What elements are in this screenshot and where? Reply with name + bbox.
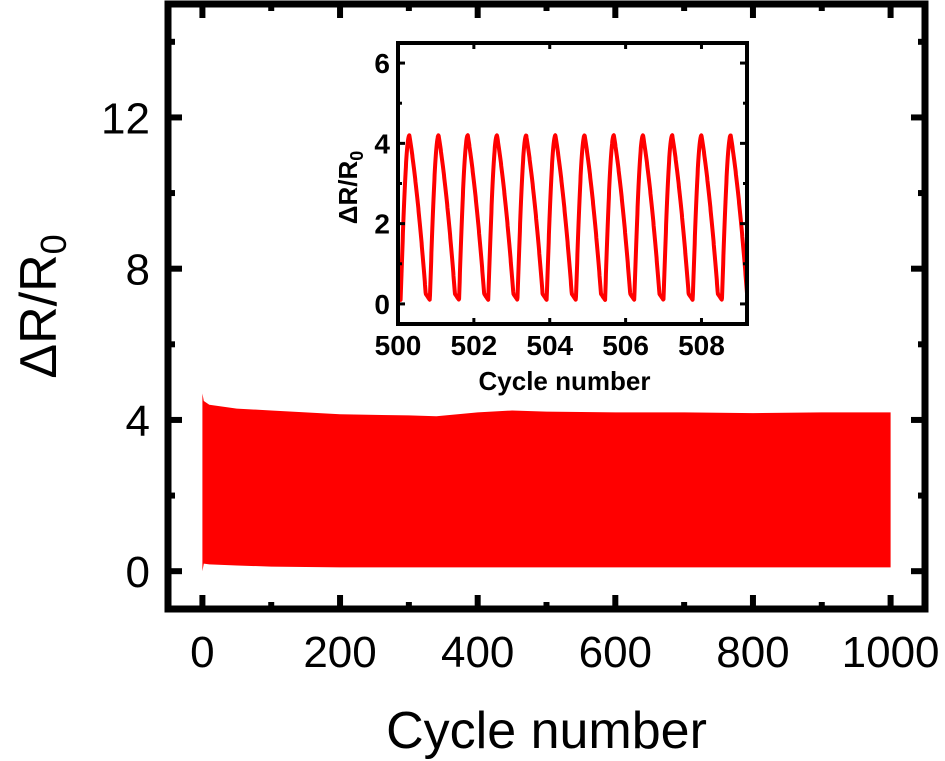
inset-x-tick-label: 506	[602, 330, 649, 361]
inset-x-tick-labels: 500 502 504 506 508	[375, 330, 725, 361]
inset-x-tick-label: 504	[526, 330, 573, 361]
inset-x-tick-label: 500	[375, 330, 422, 361]
main-x-axis-label: Cycle number	[386, 702, 707, 760]
inset-y-axis-label-main: ΔR/R	[333, 161, 363, 225]
main-x-tick-label: 800	[716, 628, 789, 677]
main-y-tick-labels: 0 4 8 12	[101, 94, 150, 597]
main-x-tick-label: 200	[303, 628, 376, 677]
inset-data-line	[396, 133, 749, 302]
inset-axis-ticks	[396, 43, 747, 324]
main-x-tick-label: 0	[190, 628, 214, 677]
inset-y-tick-labels: 0 2 4 6	[374, 48, 390, 320]
inset-y-tick-label: 2	[374, 209, 390, 240]
inset-y-axis-label: ΔR/R0	[333, 151, 367, 224]
inset-x-axis-label: Cycle number	[479, 366, 651, 396]
inset-y-tick-label: 0	[374, 289, 390, 320]
main-x-tick-labels: 0 200 400 600 800 1000	[190, 628, 939, 677]
main-x-tick-label: 600	[579, 628, 652, 677]
main-y-tick-label: 0	[126, 548, 150, 597]
main-y-axis-label: ΔR/R0	[10, 234, 74, 378]
inset-x-tick-label: 502	[451, 330, 498, 361]
main-y-tick-label: 12	[101, 94, 150, 143]
main-x-tick-label: 400	[441, 628, 514, 677]
main-y-axis-label-main: ΔR/R	[10, 254, 68, 378]
main-data-envelope	[202, 393, 891, 572]
main-y-axis-label-subscript: 0	[33, 234, 74, 254]
inset-y-axis-label-subscript: 0	[347, 151, 367, 161]
inset-y-tick-label: 6	[374, 48, 390, 79]
main-x-tick-label: 1000	[842, 628, 940, 677]
inset-y-tick-label: 4	[374, 128, 390, 159]
inset-x-tick-label: 508	[678, 330, 725, 361]
main-y-tick-label: 8	[126, 246, 150, 295]
main-axis-ticks	[168, 4, 925, 609]
main-y-tick-label: 4	[126, 397, 150, 446]
